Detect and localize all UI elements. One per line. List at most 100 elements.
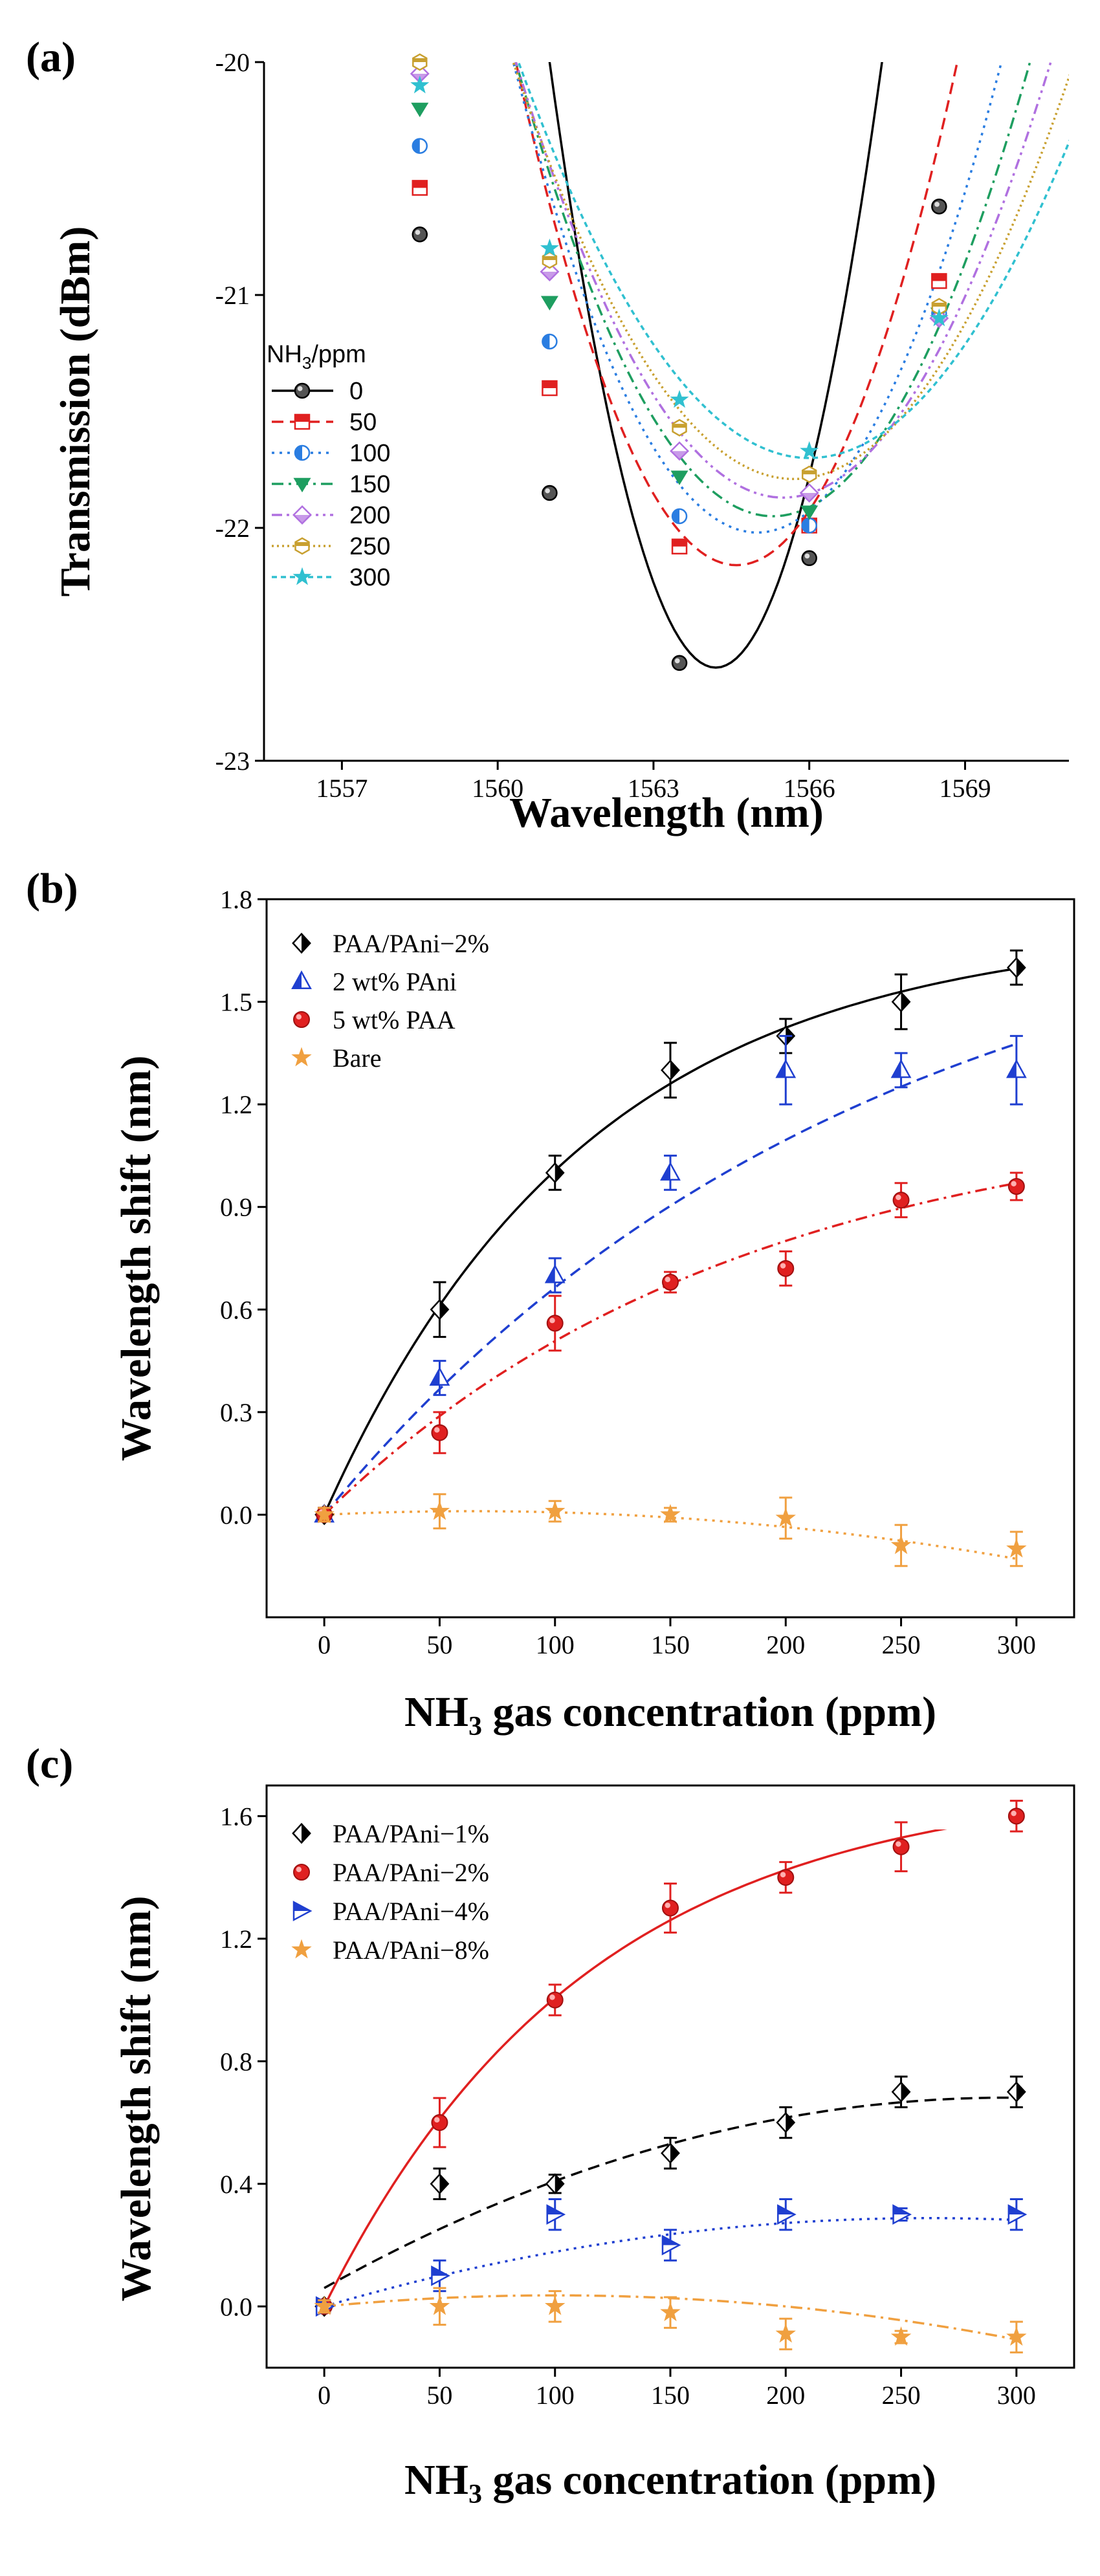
point-100 [671,508,688,525]
point-5 wt% PAA [546,1315,564,1332]
legend-label-PAA/PAni−4%: PAA/PAni−4% [333,1897,489,1926]
point-2 wt% PAni [429,1366,450,1386]
x-tick-label-b: 150 [651,1630,690,1659]
y-tick-label-c: 0.0 [220,2292,252,2321]
point-PAA/PAni−1% [430,2173,450,2195]
y-axis-label-a: Transmission (dBm) [52,226,99,597]
x-tick-label-c: 200 [766,2381,805,2410]
point-250 [801,465,817,483]
panel-b-axes: 0 50 100 150 200 250 300 0.0 0.3 0.6 0.9 1.2 1.5 1.8 [220,885,1075,1659]
x-tick-label-b: 300 [997,1630,1036,1659]
point-50 [671,538,688,555]
x-axis-label-a: Wavelength (nm) [509,789,824,836]
point-0 [931,198,947,215]
x-tick-label-b: 0 [318,1630,331,1659]
y-tick-label-a: -22 [215,514,250,543]
x-tick-label-a: 1566 [784,774,835,803]
point-300 [800,441,819,459]
x-tick-label-c: 0 [318,2381,331,2410]
point-Bare [544,1500,566,1520]
y-tick-label-b: 1.2 [220,1090,252,1119]
legend-label-200: 200 [349,502,390,529]
point-2 wt% PAni [890,1059,912,1078]
y-tick-label-c: 0.8 [220,2047,252,2076]
legend-label-150: 150 [349,471,390,498]
point-PAA/PAni−8% [429,2295,450,2315]
panel-a-points [410,53,949,671]
x-axis-label-b: NH3 gas concentration (ppm) [404,1688,936,1741]
point-PAA/PAni−1% [776,2112,796,2134]
point-Bare [314,1503,335,1523]
y-tick-label-b: 0.6 [220,1295,252,1324]
x-tick-label-c: 100 [536,2381,575,2410]
panel-label-a: (a) [26,34,76,81]
y-tick-label-c: 1.2 [220,1925,252,1954]
panel-b-legend: PAA/PAni−2% 2 wt% PAni 5 wt% PAA Bare [291,929,489,1073]
y-tick-label-c: 0.4 [220,2170,252,2199]
y-tick-label-b: 0.9 [220,1193,252,1222]
y-tick-label-b: 1.8 [220,885,252,914]
curve-250 [512,62,1069,481]
legend-label-5 wt% PAA: 5 wt% PAA [333,1005,456,1034]
point-PAA/PAni−2% [1006,957,1026,978]
y-tick-label-a: -20 [215,48,250,77]
point-PAA/PAni−8% [660,2302,681,2322]
point-5 wt% PAA [777,1260,795,1277]
point-2 wt% PAni [775,1059,797,1078]
point-100 [542,333,558,350]
point-150 [540,296,558,311]
point-PAA/PAni−1% [891,2081,911,2102]
point-PAA/PAni−2% [661,1060,680,1081]
legend-marker-PAA/PAni−2% [292,932,311,954]
panel-b: (b) 0 50 100 150 200 250 300 0.0 0.3 0.6 0.9 1.2 1.5… [26,865,1075,1741]
point-300 [540,238,559,257]
point-150 [670,470,688,485]
point-300 [410,75,430,94]
point-PAA/PAni−2% [662,1899,679,1917]
y-tick-label-b: 1.5 [220,988,252,1017]
point-PAA/PAni−2% [777,1869,795,1886]
point-300 [929,308,949,327]
point-PAA/PAni−4% [777,2204,797,2225]
legend-label-100: 100 [349,440,390,467]
point-PAA/PAni−2% [545,1162,565,1184]
legend-label-PAA/PAni−1%: PAA/PAni−1% [333,1819,489,1848]
x-tick-label-a: 1560 [472,774,523,803]
point-PAA/PAni−8% [544,2295,566,2315]
y-axis-label-c: Wavelength shift (nm) [113,1896,160,2302]
legend-marker-PAA/PAni−2% [293,1864,310,1881]
legend-marker-50 [294,413,311,430]
point-50 [412,180,428,196]
fit-PAA/PAni−1% [324,2096,1017,2289]
point-PAA/PAni−4% [546,2204,566,2225]
point-200 [540,262,560,281]
legend-label-PAA/PAni−2%: PAA/PAni−2% [333,1858,489,1887]
legend-marker-0 [294,382,311,399]
legend-label-250: 250 [349,533,390,560]
curve-150 [514,62,1031,518]
x-tick-label-c: 300 [997,2381,1036,2410]
point-PAA/PAni−1% [1006,2081,1026,2102]
x-tick-label-c: 50 [426,2381,452,2410]
point-PAA/PAni−2% [891,991,911,1012]
point-250 [542,251,558,269]
legend-marker-2 wt% PAni [291,970,312,990]
curve-0 [548,62,883,669]
legend-title: NH3/ppm [267,341,366,373]
point-2 wt% PAni [1006,1059,1027,1078]
legend-label-PAA/PAni−8%: PAA/PAni−8% [333,1936,489,1965]
x-tick-label-a: 1563 [628,774,679,803]
legend-label-2 wt% PAni: 2 wt% PAni [333,967,457,996]
legend-marker-200 [292,505,312,525]
x-tick-label-c: 250 [882,2381,921,2410]
point-250 [672,419,687,437]
point-5 wt% PAA [1007,1178,1025,1195]
legend-label-50: 50 [349,409,377,436]
point-PAA/PAni−4% [661,2234,681,2256]
point-250 [412,53,428,71]
y-axis-label-b: Wavelength shift (nm) [113,1056,160,1461]
point-0 [542,485,558,501]
point-PAA/PAni−4% [892,2204,912,2225]
point-Bare [429,1500,450,1520]
